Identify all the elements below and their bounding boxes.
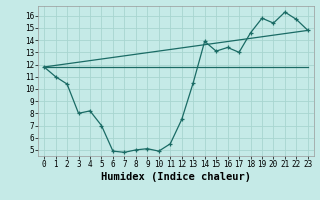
X-axis label: Humidex (Indice chaleur): Humidex (Indice chaleur) (101, 172, 251, 182)
